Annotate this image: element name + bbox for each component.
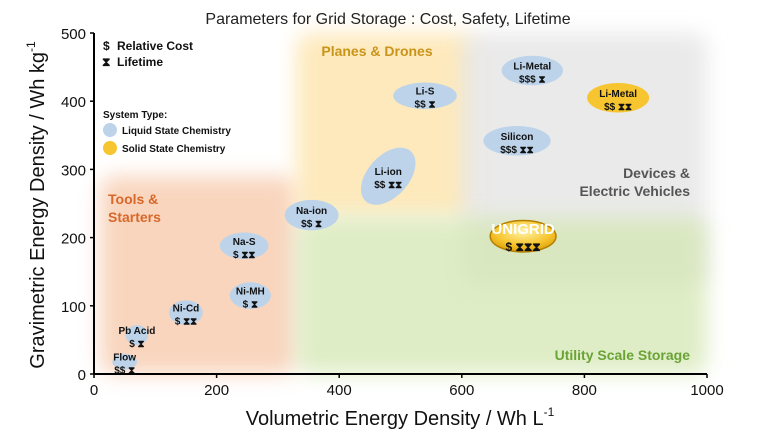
point-label: Flow [113,353,136,364]
point-flow: Flow $$ ⧗ [112,353,137,377]
region-label-2: Devices & Electric Vehicles [579,165,690,199]
y-axis-label-text: Gravimetric Energy Density / Wh kg [27,52,49,369]
point-ellipse [393,82,457,110]
y-axis-label-sup: -1 [24,41,38,52]
point-ellipse [229,282,271,309]
point-cost-lifetime: $$ ⧗ [415,100,436,111]
region-1 [296,33,475,218]
point-ellipse [219,232,269,260]
point-cost-lifetime: $ ⧗ [129,339,144,350]
chart-title: Parameters for Grid Storage : Cost, Safe… [205,11,570,28]
legend-system-title: System Type: [103,110,167,121]
point-label: UNIGRID [491,221,555,238]
point-cost-lifetime: $ ⧗ [243,300,258,311]
point-ellipse [587,83,650,113]
point-li-metal: Li-Metal $$$ ⧗ [501,55,563,86]
point-ellipse [361,147,416,205]
legend-solid-swatch [103,141,117,155]
x-tick-label: 400 [327,382,352,399]
x-tick-label: 600 [449,382,474,399]
point-li-s: Li-S $$ ⧗ [393,82,457,111]
legend: $ Relative Cost ⧗ Lifetime System Type: … [102,39,231,155]
point-ni-cd: Ni-Cd $ ⧗⧗ [169,300,203,328]
legend-solid-label: Solid State Chemistry [122,144,226,155]
legend-liquid-swatch [103,123,117,137]
data-points: Flow $$ ⧗ Pb Acid $ ⧗ Ni-Cd $ ⧗⧗ Ni-MH $ ⧗ Na-S $… [112,55,650,377]
point-na-ion: Na-ion $$ ⧗ [284,199,339,231]
y-tick-label: 400 [61,94,86,111]
point-label: Li-Metal [513,62,551,73]
point-label: Li-S [416,87,435,98]
region-labels: Tools & Starters Planes & Drones Devices & E… [108,43,690,363]
legend-cost-symbol: $ [103,39,110,53]
x-axis-label: Volumetric Energy Density / Wh L-1 [246,405,555,430]
point-ellipse [489,219,557,253]
region-0 [100,176,297,374]
point-label: Na-ion [296,206,327,217]
x-tick-label: 1000 [690,382,723,399]
point-cost-lifetime: $$ ⧗⧗ [604,102,632,113]
point-cost-lifetime: $ ⧗⧗ [175,317,197,328]
x-axis-label-text: Volumetric Energy Density / Wh L [246,408,544,430]
point-label: Ni-MH [236,287,265,298]
x-tick-label: 800 [572,382,597,399]
point-cost-lifetime: $ ⧗⧗ [233,250,255,261]
region-label-0: Tools & Starters [108,191,161,225]
point-na-s: Na-S $ ⧗⧗ [219,232,269,261]
point-label: Li-ion [375,167,402,178]
y-tick-label: 300 [61,162,86,179]
y-axis-label: Gravimetric Energy Density / Wh kg-1 [24,41,49,369]
x-tick-label: 200 [204,382,229,399]
x-axis-label-sup: -1 [544,405,555,419]
point-ellipse [125,325,149,345]
point-silicon: Silicon $$$ ⧗⧗ [483,126,551,156]
point-ellipse [112,353,137,370]
y-tick-label: 200 [61,231,86,248]
axis-ticks: 0 200 400 600 800 1000 0 100 200 300 400 500 [61,26,724,399]
point-cost-lifetime: $$$ ⧗ [519,75,545,86]
point-label: Silicon [501,132,534,143]
point-ellipse [284,199,339,231]
point-ellipse [169,300,203,325]
point-li-ion: Li-ion $$ ⧗⧗ [361,147,416,205]
point-ellipse [501,55,563,86]
point-unigrid: UNIGRID $ ⧗⧗⧗ [489,219,557,254]
region-label-3: Utility Scale Storage [555,347,691,363]
legend-lifetime-icon: ⧗ [102,55,110,69]
point-label: Na-S [233,237,256,248]
point-cost-lifetime: $$ ⧗ [114,366,135,377]
y-tick-label: 100 [61,299,86,316]
legend-lifetime-label: Lifetime [117,55,163,69]
point-label: Ni-Cd [173,304,200,315]
point-pb-acid: Pb Acid $ ⧗ [118,325,155,350]
point-cost-lifetime: $$ ⧗⧗ [374,180,402,191]
point-ni-mh: Ni-MH $ ⧗ [229,282,271,311]
point-ellipse [483,126,551,156]
point-cost-lifetime: $$ ⧗ [301,219,322,230]
point-label: Pb Acid [118,326,155,337]
region-3 [296,217,707,374]
legend-liquid-label: Liquid State Chemistry [122,126,231,137]
y-tick-label: 500 [61,26,86,43]
y-tick-label: 0 [78,367,86,384]
point-li-metal: Li-Metal $$ ⧗⧗ [587,83,650,113]
point-cost-lifetime: $$$ ⧗⧗ [500,145,534,156]
point-cost-lifetime: $ ⧗⧗⧗ [505,240,540,254]
region-label-1: Planes & Drones [321,43,432,59]
x-tick-label: 0 [90,382,98,399]
legend-cost-label: Relative Cost [117,39,193,53]
point-label: Li-Metal [599,89,637,100]
